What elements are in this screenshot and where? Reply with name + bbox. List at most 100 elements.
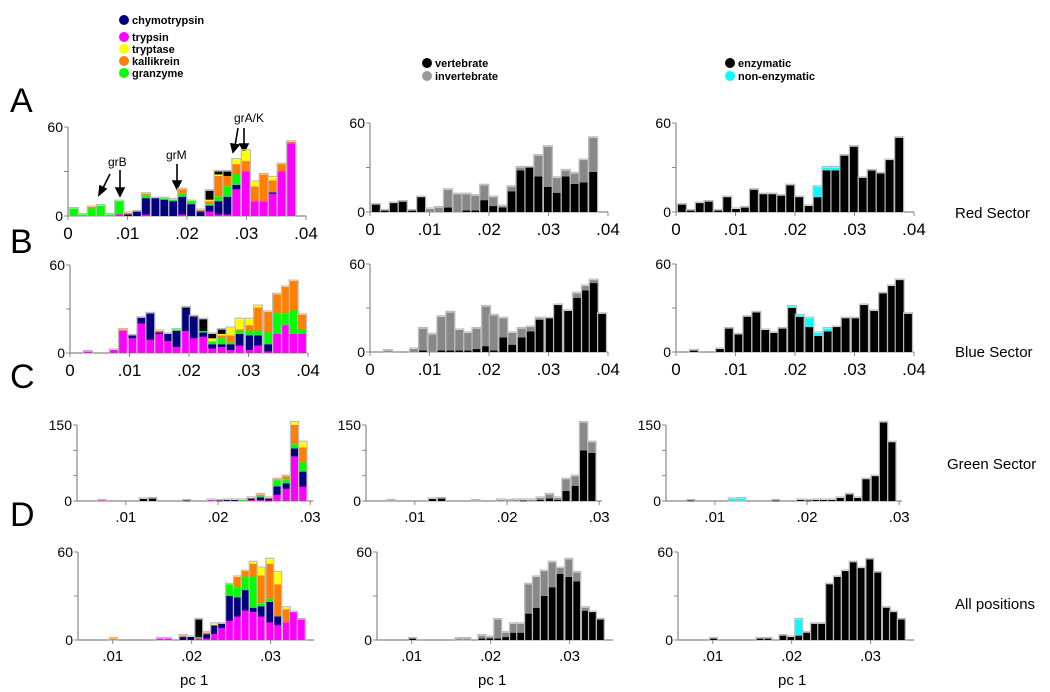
bar-segment-granzyme bbox=[257, 603, 265, 607]
legend-label-chymotrypsin: chymotrypsin bbox=[132, 15, 204, 27]
bar-segment-trypsin bbox=[289, 333, 298, 353]
bar-segment-tryptase bbox=[299, 442, 307, 448]
arrow-head-grb-1 bbox=[97, 184, 108, 197]
bar-segment-invertebrate bbox=[573, 293, 581, 298]
bar-segment-chymotrypsin bbox=[249, 607, 257, 613]
bar-segment-enzymatic bbox=[803, 632, 811, 640]
sector-label-all: All positions bbox=[955, 596, 1035, 613]
x-tick-label: .02 bbox=[797, 509, 818, 526]
panel-a-middle: 0 60 0 .01 .02 .03 .04 bbox=[349, 115, 619, 239]
bar-segment-enzymatic bbox=[895, 280, 904, 352]
y-tick-label: 150 bbox=[49, 417, 73, 433]
bar-segment-trypsin bbox=[291, 456, 299, 501]
legend-label-granzyme: granzyme bbox=[132, 68, 183, 80]
bar-segment-trypsin bbox=[277, 171, 286, 216]
bar-segment-invertebrate bbox=[533, 576, 540, 608]
bar-segment-enzymatic bbox=[750, 189, 758, 212]
bar-segment-granzyme bbox=[142, 195, 150, 199]
bar-segment-invertebrate bbox=[535, 318, 544, 320]
bar-segment-granzyme bbox=[195, 637, 203, 639]
bar-segment-enzymatic bbox=[741, 207, 749, 212]
sector-label-blue: Blue Sector bbox=[955, 344, 1033, 361]
bar-segment-enzymatic bbox=[849, 562, 857, 640]
legend-swatch-trypsin bbox=[119, 32, 129, 42]
bar-segment-enzymatic bbox=[832, 327, 841, 352]
bar-segment-kallikrein bbox=[265, 497, 273, 499]
bar-segment-enzymatic bbox=[854, 497, 862, 501]
bar-segment-vertebrate bbox=[589, 171, 598, 212]
bar-segment-vertebrate bbox=[536, 499, 544, 501]
x-tick-label: .03 bbox=[889, 509, 910, 526]
bar-segment-granzyme bbox=[299, 462, 307, 472]
bar-segment-granzyme bbox=[178, 193, 187, 197]
bar-segment-invertebrate bbox=[548, 562, 556, 588]
bar-segment-kallikrein bbox=[178, 189, 187, 194]
bar-segment-kallikrein bbox=[254, 307, 262, 331]
bar-segment-invertebrate bbox=[570, 173, 579, 184]
bar-segment-invertebrate bbox=[455, 330, 464, 351]
bar-segment-chymotrypsin bbox=[172, 331, 181, 348]
bar-segment-vertebrate bbox=[589, 612, 596, 640]
panel-b-right: 0 60 0 .01 .02 .03 .04 bbox=[655, 256, 925, 379]
x-tick-label: .03 bbox=[843, 220, 867, 239]
bar-segment-enzymatic bbox=[841, 571, 849, 640]
bar-segment-granzyme bbox=[291, 444, 299, 449]
x-tick-label: .01 bbox=[702, 648, 723, 665]
bar-segment-enzymatic bbox=[876, 173, 885, 212]
bar-segment-vertebrate bbox=[408, 210, 417, 212]
bar-segment-chymotrypsin bbox=[160, 199, 169, 216]
bar-segment-granzyme bbox=[264, 332, 272, 345]
x-axis-label-right: pc 1 bbox=[778, 672, 806, 689]
y-tick-label: 60 bbox=[655, 256, 671, 272]
legend-label-invertebrate: invertebrate bbox=[435, 71, 498, 83]
y-tick-label: 0 bbox=[57, 345, 65, 361]
bar-segment-vertebrate bbox=[489, 206, 498, 212]
x-tick-label: .03 bbox=[589, 509, 610, 526]
bar-segment-invertebrate bbox=[480, 185, 489, 201]
bar-segment-invertebrate bbox=[464, 332, 473, 351]
bar-segment-enzymatic bbox=[788, 308, 796, 352]
x-tick-label: .03 bbox=[260, 648, 281, 665]
bar-segment-invertebrate bbox=[486, 637, 494, 639]
bar-segment-tryptase bbox=[245, 319, 254, 326]
bar-segment-invertebrate bbox=[435, 207, 443, 212]
bar-segment-other bbox=[216, 500, 224, 502]
bar-segment-vertebrate bbox=[548, 587, 556, 640]
bar-segment-kallikrein bbox=[235, 329, 244, 331]
bar-segment-kallikrein bbox=[274, 584, 282, 617]
bar-segment-enzymatic bbox=[895, 137, 904, 212]
arrow-head-gra bbox=[229, 143, 241, 154]
legend-label-kallikrein: kallikrein bbox=[132, 56, 180, 68]
bar-segment-enzymatic bbox=[885, 160, 894, 212]
bar-segment-vertebrate bbox=[579, 182, 588, 212]
bar-segment-kallikrein bbox=[247, 497, 255, 499]
bar-segment-invertebrate bbox=[536, 497, 544, 500]
x-tick-label: 0 bbox=[365, 360, 374, 379]
x-tick-label: .01 bbox=[404, 509, 425, 526]
bar-segment-tryptase bbox=[235, 319, 244, 330]
bar-segment-chymotrypsin bbox=[217, 344, 226, 348]
bar-segment-granzyme bbox=[273, 480, 281, 487]
bar-segment-invertebrate bbox=[571, 476, 579, 486]
row-letter-d: D bbox=[10, 496, 35, 534]
bar-segment-enzymatic bbox=[772, 500, 780, 502]
bar-segment-invertebrate bbox=[556, 568, 564, 574]
bar-segment-vertebrate bbox=[520, 500, 528, 502]
panel-d-right: 0 60 .01 .02 .03 bbox=[657, 544, 914, 665]
bar-segment-kallikrein bbox=[214, 175, 223, 197]
y-tick-label: 60 bbox=[349, 115, 365, 131]
bar-segment-granzyme bbox=[273, 313, 281, 334]
bar-segment-invertebrate bbox=[512, 499, 520, 501]
bar-segment-trypsin bbox=[254, 345, 262, 353]
bar-segment-kallikrein bbox=[245, 325, 254, 331]
bar-segment-trypsin bbox=[226, 350, 235, 353]
bar-segment-invertebrate bbox=[540, 571, 548, 596]
bar-segment-invertebrate bbox=[446, 312, 455, 351]
legend-swatch-kallikrein bbox=[119, 56, 129, 66]
bar-segment-trypsin bbox=[226, 620, 233, 640]
bar-segment-granzyme bbox=[235, 331, 244, 334]
bar-segment-kallikrein bbox=[291, 425, 299, 445]
bar-segment-invertebrate bbox=[552, 177, 561, 193]
bar-segment-granzyme bbox=[241, 576, 249, 591]
bar-segment-trypsin bbox=[208, 348, 217, 353]
